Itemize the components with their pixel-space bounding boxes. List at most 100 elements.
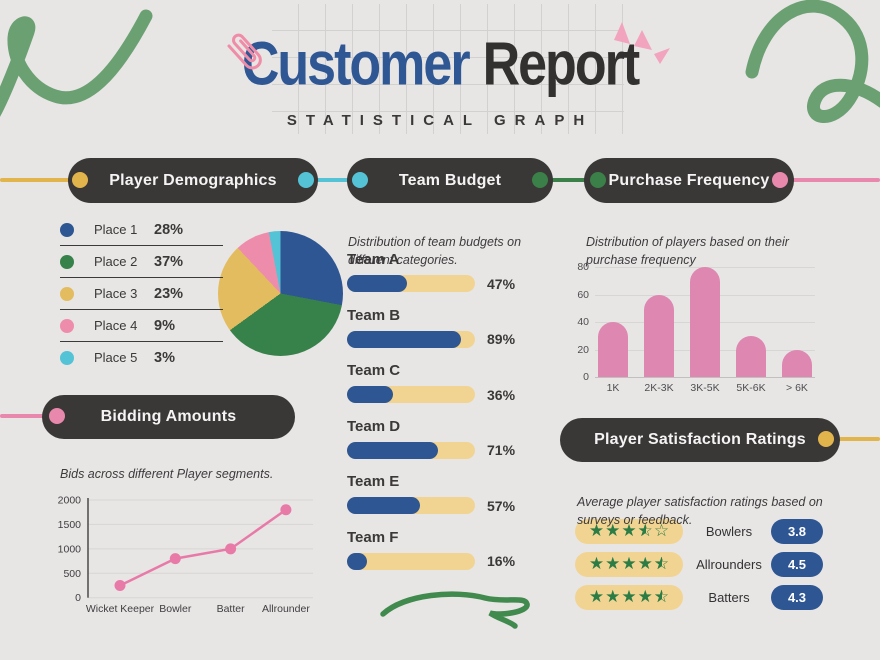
team-bar: 47% [347, 275, 557, 292]
rating-value-badge: 4.5 [771, 552, 823, 577]
team-bar-value: 36% [487, 386, 516, 403]
legend-label: Place 5 [94, 350, 138, 365]
team-bar-track [347, 441, 475, 459]
team-budget-row: Team D 71% [347, 418, 557, 474]
section-title: Purchase Frequency [608, 171, 770, 189]
bidding-subtitle: Bids across different Player segments. [60, 466, 274, 481]
full-star-icon: ★ [605, 521, 621, 541]
legend-row: Place 3 23% [60, 278, 223, 310]
connector-line-teal [306, 178, 362, 182]
team-budget-row: Team A 47% [347, 251, 557, 307]
pie-chart [218, 231, 343, 356]
bar-chart-ytick: 40 [577, 316, 589, 328]
team-bar-fill [347, 497, 420, 514]
section-header-purchase-frequency: Purchase Frequency [584, 158, 794, 203]
team-name: Team F [347, 528, 399, 546]
legend-row: Place 4 9% [60, 310, 223, 342]
full-star-icon: ★ [621, 587, 637, 607]
team-budget-row: Team E 57% [347, 473, 557, 529]
team-name: Team C [347, 362, 401, 379]
full-star-icon: ★ [588, 587, 605, 607]
connector-line-yellow-left [0, 178, 82, 182]
line-chart-point [280, 504, 292, 516]
team-budget-list: Team A 47% Team B 89% Team C 36% Team D 71% Team… [347, 251, 557, 584]
line-chart-ytick: 500 [63, 568, 81, 580]
legend-value: 3% [154, 349, 175, 366]
legend-label: Place 3 [94, 286, 138, 301]
team-bar-value: 71% [487, 442, 516, 458]
paperclip-icon [227, 33, 262, 70]
legend-label: Place 1 [94, 222, 138, 237]
pie-legend: Place 1 28% Place 2 37% Place 3 23% Place 4 9% P… [60, 214, 223, 373]
connector-dot-teal-right [352, 172, 368, 188]
full-star-icon: ★ [621, 521, 637, 541]
bar-chart-ytick: 60 [577, 288, 589, 301]
full-star-icon: ★ [637, 554, 653, 574]
bar-chart-bar [598, 322, 628, 377]
bar-chart-ytick: 80 [577, 261, 589, 273]
team-bar-fill [347, 441, 438, 459]
legend-swatch [60, 350, 74, 365]
legend-label: Place 2 [94, 254, 138, 269]
half-star-outline: ☆ [653, 554, 670, 574]
line-chart-line [119, 508, 287, 587]
line-chart-point [114, 579, 126, 591]
team-budget-row: Team B 89% [347, 307, 557, 363]
team-name: Team B [347, 306, 401, 324]
squiggle-bottom-center [380, 591, 530, 629]
bar-chart-xtick: 3K-5K [690, 382, 720, 394]
satisfaction-subtitle: Average player satisfaction ratings base… [577, 494, 823, 527]
legend-swatch [60, 318, 74, 333]
half-star-fill: ★ [653, 589, 662, 606]
team-bar-track [347, 386, 475, 403]
legend-value: 9% [154, 317, 175, 334]
team-budget-row: Team F 16% [347, 529, 557, 585]
team-bar: 71% [347, 441, 557, 459]
half-star-fill: ★ [637, 523, 646, 540]
team-name: Team D [347, 417, 401, 435]
full-star-icon: ★ [605, 587, 621, 607]
bar-chart-ytick: 20 [577, 343, 589, 356]
team-bar: 16% [347, 552, 557, 570]
full-star-icon: ★ [621, 554, 637, 574]
team-bar: 57% [347, 497, 557, 514]
connector-dot-teal-left [298, 172, 314, 188]
section-title: Bidding Amounts [100, 408, 237, 425]
bidding-chart: 0 500 1000 1500 2000 Wicket Keeper Bowler Batte… [58, 495, 313, 615]
full-star-icon: ★ [637, 587, 653, 607]
legend-row: Place 5 3% [60, 342, 223, 373]
section-title: Team Budget [398, 171, 502, 189]
line-chart-xtick: Allrounder [262, 603, 310, 615]
ratings-list: ★ ★ ★ ☆ ★ ☆ Bowlers 3.8 ★ ★ ★ ★ ☆ ★ Allrounders 4.5 ★ ★ ★ ★… [575, 516, 835, 615]
purchase-frequency-subtitle: Distribution of players based on their p… [586, 234, 789, 267]
legend-value: 37% [154, 253, 184, 270]
squiggle-top-left [0, 9, 153, 117]
team-bar-track [347, 552, 475, 570]
legend-swatch [60, 222, 74, 237]
empty-star-icon: ☆ [653, 521, 670, 541]
full-star-icon: ★ [588, 554, 605, 574]
team-budget-row: Team C 36% [347, 362, 557, 418]
star-rating: ★ ★ ★ ★ ☆ ★ [575, 585, 683, 610]
page-title-customer: Customer [241, 30, 471, 99]
half-star-fill: ★ [653, 556, 662, 573]
rating-label: Batters [708, 590, 750, 605]
connector-dot-pink-bidding [49, 408, 65, 424]
legend-swatch [60, 254, 74, 269]
team-bar-value: 57% [487, 497, 516, 514]
squiggle-top-right [745, 0, 880, 123]
connector-dot-green-left [532, 172, 548, 188]
section-header-player-demographics: Player Demographics [68, 158, 318, 203]
title-grid-background [272, 4, 624, 134]
team-bar-fill [347, 552, 368, 570]
rating-label: Bowlers [705, 524, 753, 539]
line-chart-ytick: 2000 [58, 495, 82, 507]
line-chart-point [169, 553, 181, 565]
bar-chart-xtick: 5K-6K [736, 382, 766, 394]
team-bar: 36% [347, 386, 557, 403]
full-star-icon: ★ [605, 554, 621, 574]
line-chart-ytick: 0 [75, 592, 81, 604]
bar-chart-bar [736, 335, 766, 377]
purchase-chart: 0 20 40 60 80 1K 2K-3K 3K-5K 5K-6K > 6K [575, 260, 825, 395]
